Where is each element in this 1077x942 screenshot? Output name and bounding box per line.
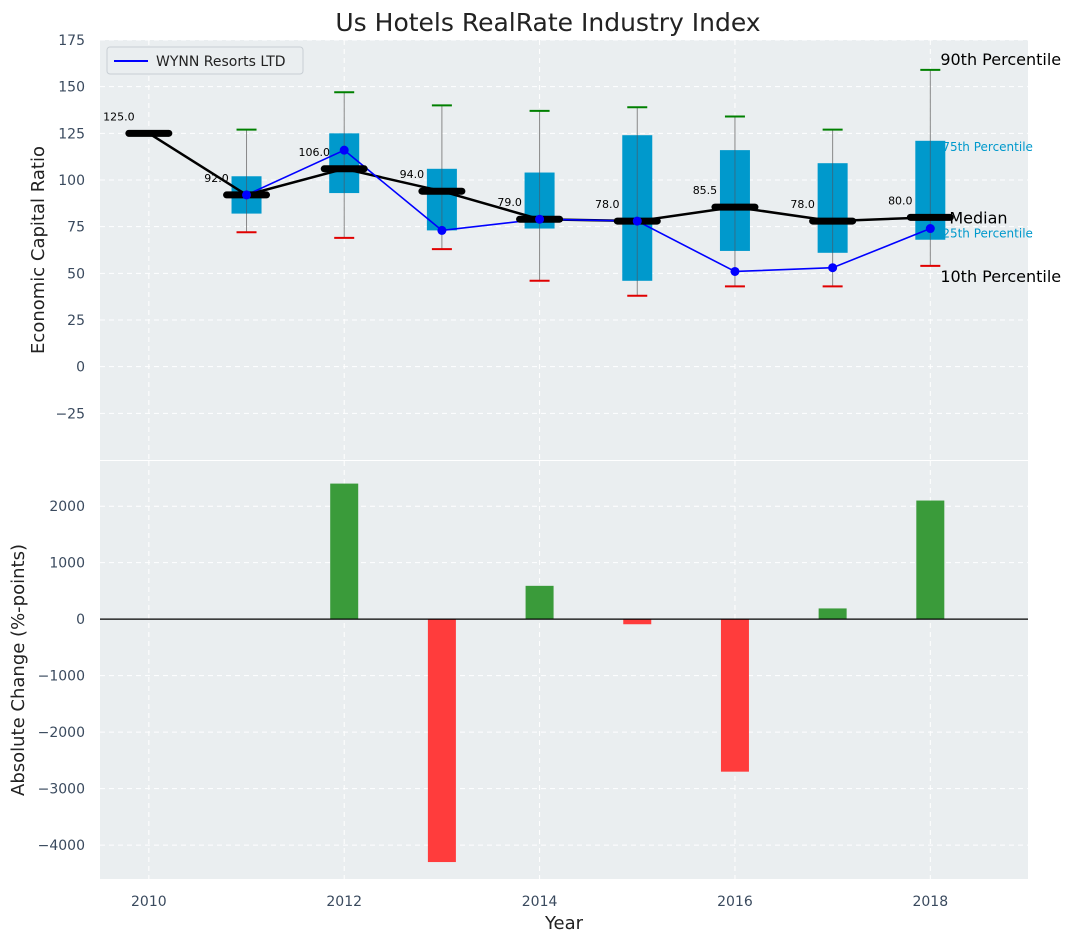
bottom-y-tick-label: −2000 xyxy=(38,725,85,741)
box-plot-panel: −25 0 25 50 75 100 125 150 175 125.0 92.0 106.0 94.… xyxy=(28,33,1061,460)
box-plot-marks: 125.0 92.0 106.0 94.0 79.0 78.0 85.5 78.0 80.0 90… xyxy=(103,50,1061,297)
legend: WYNN Resorts LTD xyxy=(106,46,304,75)
top-y-tick-label: 150 xyxy=(58,80,85,96)
x-tick-labels: 2010 2012 2014 2016 2018 xyxy=(131,894,948,910)
bottom-y-tick-label: −1000 xyxy=(38,669,85,685)
bottom-y-tick-label: 1000 xyxy=(49,556,85,572)
x-tick-label: 2016 xyxy=(717,894,753,910)
top-y-tick-label: 50 xyxy=(67,266,85,282)
x-tick-label: 2010 xyxy=(131,894,167,910)
wynn-point xyxy=(632,216,642,226)
wynn-point xyxy=(925,224,935,234)
median-value-label: 125.0 xyxy=(103,110,135,123)
wynn-point xyxy=(730,266,740,276)
p10-annotation: 10th Percentile xyxy=(940,267,1061,286)
x-tick-label: 2014 xyxy=(522,894,558,910)
change-bar-marks xyxy=(100,483,1028,863)
change-bar xyxy=(330,483,359,620)
bottom-y-tick-label: −4000 xyxy=(38,838,85,854)
bottom-y-tick-labels: −4000 −3000 −2000 −1000 0 1000 2000 xyxy=(38,499,85,854)
top-plot-background xyxy=(100,40,1028,460)
bottom-plot-background xyxy=(100,461,1028,879)
median-value-label: 106.0 xyxy=(298,146,330,159)
bottom-y-axis-label: Absolute Change (%-points) xyxy=(8,544,29,796)
median-value-label: 79.0 xyxy=(497,196,522,209)
top-y-tick-label: 100 xyxy=(58,173,85,189)
median-value-label: 85.5 xyxy=(693,184,718,197)
bottom-y-tick-label: 2000 xyxy=(49,499,85,515)
median-value-label: 80.0 xyxy=(888,194,913,207)
chart-title: Us Hotels RealRate Industry Index xyxy=(335,8,760,37)
top-y-tick-label: 0 xyxy=(76,360,85,376)
median-value-label: 78.0 xyxy=(790,198,815,211)
top-y-tick-label: 75 xyxy=(67,220,85,236)
top-y-tick-label: 125 xyxy=(58,126,85,142)
change-bar xyxy=(818,608,847,620)
legend-label: WYNN Resorts LTD xyxy=(156,54,286,70)
wynn-point xyxy=(339,145,349,155)
x-tick-label: 2018 xyxy=(912,894,948,910)
top-y-tick-label: −25 xyxy=(55,406,85,422)
change-bar xyxy=(623,619,652,625)
wynn-point xyxy=(535,214,545,224)
wynn-point xyxy=(437,225,447,235)
top-y-tick-label: 175 xyxy=(58,33,85,49)
legend-box xyxy=(106,46,304,75)
median-value-label: 94.0 xyxy=(400,168,425,181)
p90-annotation: 90th Percentile xyxy=(940,50,1061,69)
wynn-point xyxy=(242,190,252,200)
median-value-label: 78.0 xyxy=(595,198,620,211)
top-y-axis-label: Economic Capital Ratio xyxy=(28,146,49,354)
change-bar xyxy=(916,500,945,620)
wynn-series-line xyxy=(246,149,931,273)
x-tick-label: 2012 xyxy=(326,894,362,910)
bottom-y-tick-label: −3000 xyxy=(38,782,85,798)
bottom-y-tick-label: 0 xyxy=(76,612,85,628)
change-bar xyxy=(525,585,554,620)
median-annotation: Median xyxy=(949,208,1007,227)
p25-annotation: 25th Percentile xyxy=(942,227,1033,241)
change-bar xyxy=(720,619,749,772)
median-value-label: 92.0 xyxy=(204,172,229,185)
top-y-tick-labels: −25 0 25 50 75 100 125 150 175 xyxy=(55,33,85,422)
wynn-point xyxy=(828,263,838,273)
top-y-tick-label: 25 xyxy=(67,313,85,329)
p75-annotation: 75th Percentile xyxy=(942,140,1033,154)
change-bar xyxy=(427,619,456,863)
x-axis-label: Year xyxy=(544,913,584,934)
